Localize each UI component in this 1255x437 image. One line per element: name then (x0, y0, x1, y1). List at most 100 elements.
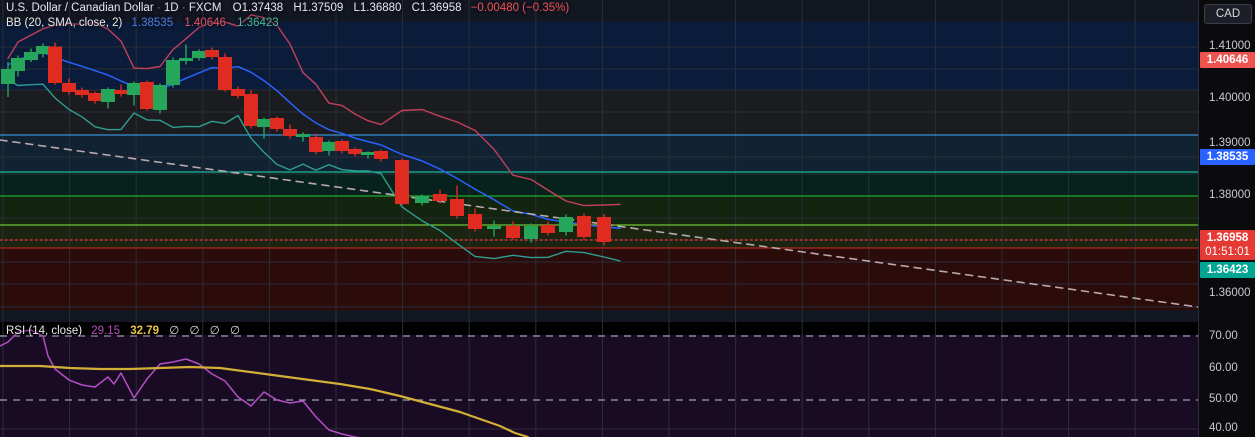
candlestick (415, 194, 429, 206)
candle-body (559, 217, 573, 232)
rsi-axis[interactable]: 70.00 60.00 50.00 40.00 (1198, 322, 1255, 437)
candle-body (361, 152, 375, 155)
candle-body (24, 52, 38, 60)
price-pane[interactable] (0, 0, 1198, 322)
legend-sep-2: · (181, 2, 186, 14)
candle-body (75, 90, 89, 95)
currency-badge: CAD (1204, 4, 1252, 24)
price-tick-4: 1.36000 (1209, 287, 1251, 299)
bb-lower-band (7, 79, 621, 262)
candle-body (36, 46, 50, 54)
candlestick (506, 221, 520, 240)
candlestick (348, 147, 362, 157)
price-tick-1: 1.40000 (1209, 92, 1251, 104)
rsi-tick-0: 70.00 (1209, 330, 1238, 342)
candle-body (577, 216, 591, 237)
rsi-null-4: ∅ (229, 325, 240, 337)
legend-sep-1: · (156, 2, 161, 14)
candle-body (257, 119, 271, 127)
price-pill-3[interactable]: 1.36423 (1200, 262, 1255, 278)
candlestick (244, 90, 258, 129)
candlestick (322, 140, 336, 156)
rsi-value: 29.15 (91, 325, 121, 337)
chart-legend: U.S. Dollar / Canadian Dollar · 1D · FXC… (6, 1, 569, 31)
candlestick (101, 87, 115, 109)
candle-body (11, 58, 25, 71)
legend-row-symbol: U.S. Dollar / Canadian Dollar · 1D · FXC… (6, 1, 569, 16)
legend-open: O1.37438 (232, 2, 284, 14)
rsi-tick-2: 50.00 (1209, 393, 1238, 405)
candlestick (309, 133, 323, 155)
legend-row-bb: BB (20, SMA, close, 2) 1.38535 1.40646 1… (6, 16, 569, 31)
rsi-tick-3: 40.00 (1209, 422, 1238, 434)
rsi-pane[interactable] (0, 322, 1198, 437)
candlestick (541, 221, 555, 236)
rsi-background (0, 335, 1198, 437)
candle-body (218, 57, 232, 90)
bb-basis-line (7, 51, 621, 230)
candlestick (192, 49, 206, 61)
candlestick (1, 62, 15, 97)
candlestick (270, 116, 284, 132)
candlestick (597, 214, 611, 246)
price-pill-2[interactable]: 1.36958 01:51:01 (1200, 230, 1255, 260)
price-tick-0: 1.41000 (1209, 40, 1251, 52)
price-tick-3: 1.38000 (1209, 189, 1251, 201)
rsi-null-1: ∅ (169, 325, 180, 337)
bb-basis-value: 1.38535 (131, 17, 174, 29)
candle-body (114, 90, 128, 94)
candle-body (597, 217, 611, 242)
candlestick (24, 48, 38, 62)
candle-body (524, 226, 538, 239)
rsi-null-2: ∅ (189, 325, 200, 337)
candlestick (11, 55, 25, 77)
candlestick (36, 43, 50, 58)
candlestick (283, 124, 297, 139)
rsi-indicator-name[interactable]: RSI (14, close) (6, 325, 83, 337)
candle-body (395, 160, 409, 204)
candle-body (283, 129, 297, 136)
candlestick (179, 44, 193, 65)
candle-body (179, 58, 193, 61)
blue-support (0, 135, 1198, 172)
legend-symbol[interactable]: U.S. Dollar / Canadian Dollar (6, 2, 154, 14)
rsi-null-3: ∅ (209, 325, 220, 337)
candle-body (322, 142, 336, 151)
candle-body (374, 151, 388, 159)
candle-body (166, 60, 180, 85)
legend-interval[interactable]: 1D (163, 2, 179, 14)
price-axis[interactable]: CAD 1.41000 1.40000 1.39000 1.38000 1.36000 1… (1198, 0, 1255, 322)
candlestick (487, 220, 501, 237)
candle-body (433, 194, 447, 201)
countdown-timer: 01:51:01 (1205, 246, 1250, 258)
candle-body (48, 46, 62, 83)
legend-close: C1.36958 (411, 2, 462, 14)
legend-exchange[interactable]: FXCM (188, 2, 222, 14)
candle-body (205, 50, 219, 57)
rsi-ma-value: 32.79 (130, 325, 160, 337)
bb-lower-value: 1.36423 (237, 17, 279, 29)
candlestick (231, 86, 245, 99)
candlestick (127, 81, 141, 106)
candle-body (450, 199, 464, 216)
candlestick (218, 53, 232, 92)
candle-body (348, 149, 362, 154)
candlestick (62, 78, 76, 95)
legend-change: −0.00480 (−0.35%) (470, 2, 570, 14)
candlestick (166, 57, 180, 88)
bb-indicator-name[interactable]: BB (20, SMA, close, 2) (6, 17, 123, 29)
bb-upper-band (7, 14, 621, 207)
candle-body (270, 118, 284, 129)
candle-body (231, 89, 245, 96)
candlestick (140, 80, 154, 111)
price-tick-2: 1.39000 (1209, 137, 1251, 149)
candlestick (205, 47, 219, 60)
price-pill-1[interactable]: 1.38535 (1200, 149, 1255, 165)
candle-body (153, 85, 167, 110)
price-pill-0[interactable]: 1.40646 (1200, 52, 1255, 68)
candle-body (296, 134, 310, 137)
candlestick (88, 91, 102, 104)
candle-body (127, 83, 141, 95)
candlestick (75, 87, 89, 98)
